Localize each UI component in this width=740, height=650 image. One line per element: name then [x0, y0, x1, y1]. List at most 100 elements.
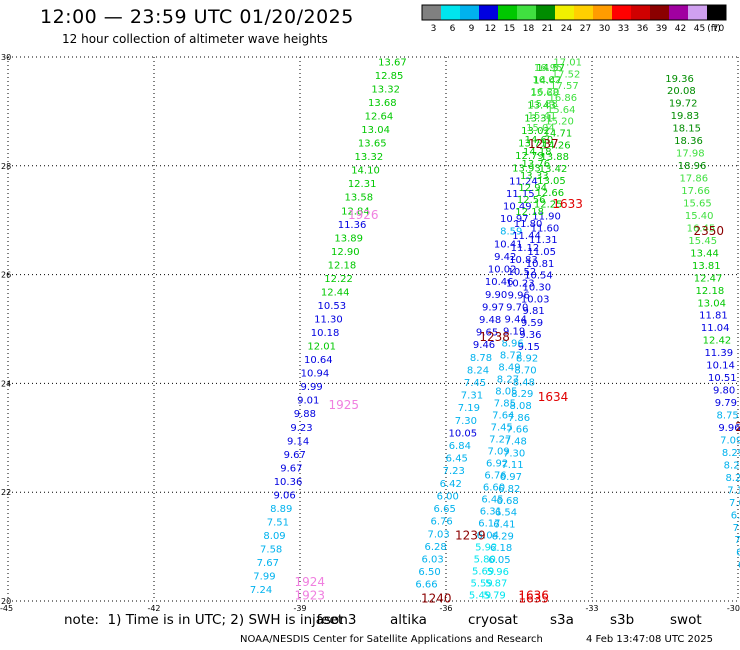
wave-height-value: 17.66	[681, 186, 710, 197]
wave-height-value: 13.88	[540, 152, 569, 163]
wave-height-value: 6.74	[731, 510, 740, 521]
pass-time-label: 1925	[329, 398, 360, 412]
sat-label-altika: altika	[390, 612, 427, 628]
wave-height-value: 12.18	[328, 260, 357, 271]
wave-height-value: 6.97	[500, 472, 522, 483]
wave-height-value: 15.20	[545, 117, 574, 128]
wave-height-value: 9.59	[521, 318, 543, 329]
wave-height-value: 20.08	[667, 86, 696, 97]
wave-height-value: 9.01	[297, 396, 319, 407]
wave-height-value: 14.10	[351, 166, 380, 177]
wave-height-value: 9.70	[506, 303, 528, 314]
wave-height-value: 17.57	[550, 81, 579, 92]
wave-height-value: 14.57	[536, 63, 565, 74]
wave-height-value: 11.15	[506, 189, 535, 200]
pass-time-label: 23	[735, 420, 740, 434]
wave-height-value: 6.08	[738, 560, 740, 571]
wave-height-value: 7.19	[458, 403, 480, 414]
wave-height-value: 19.72	[669, 99, 698, 110]
legend-swatch	[498, 5, 517, 20]
wave-height-value: 8.70	[514, 365, 536, 376]
wave-height-value: 10.41	[494, 239, 523, 250]
wave-height-value: 6.31	[480, 507, 502, 518]
wave-height-value: 10.81	[526, 259, 555, 270]
wave-height-value: 9.06	[274, 490, 296, 501]
wave-height-value: 12.66	[536, 188, 565, 199]
legend-swatch	[441, 5, 460, 20]
wave-height-value: 10.54	[524, 271, 553, 282]
wave-height-value: 12.79	[515, 151, 544, 162]
wave-height-value: 10.23	[506, 279, 535, 290]
wave-height-value: 6.50	[418, 567, 440, 578]
wave-height-value: 5.92	[475, 543, 497, 554]
legend-swatch	[536, 5, 555, 20]
wave-height-value: 12.01	[307, 342, 336, 353]
wave-height-value: 13.93	[512, 164, 541, 175]
pass-time-label: 1636	[518, 589, 549, 603]
legend-bin-label: 3	[431, 24, 437, 34]
wave-height-value: 6.45	[481, 495, 503, 506]
wave-height-value: 6.00	[437, 491, 459, 502]
wave-height-value: 18.36	[674, 136, 703, 147]
wave-height-value: 9.81	[522, 306, 544, 317]
wave-height-value: 8.75	[717, 411, 739, 422]
generated-timestamp: 4 Feb 13:47:08 UTC 2025	[586, 634, 713, 645]
wave-height-value: 9.67	[284, 450, 306, 461]
wave-height-value: 6.45	[446, 454, 468, 465]
wave-height-value: 13.68	[368, 98, 397, 109]
wave-height-value: 9.15	[518, 342, 540, 353]
wave-height-value: 9.96	[508, 291, 530, 302]
wave-height-value: 9.65	[476, 328, 498, 339]
wave-height-value: 11.30	[314, 315, 343, 326]
wave-height-value: 13.04	[697, 298, 726, 309]
sat-label-s3b: s3b	[610, 612, 635, 628]
wave-height-value: 10.30	[523, 283, 552, 294]
pass-time-label: 1633	[552, 197, 583, 211]
wave-height-value: 6.66	[415, 580, 437, 591]
legend-bin-label: 33	[618, 24, 629, 34]
legend-swatch	[669, 5, 688, 20]
wave-height-value: 9.14	[287, 436, 309, 447]
wave-height-value: 7.99	[253, 572, 275, 583]
wave-height-value: 6.18	[490, 543, 512, 554]
legend-swatch	[593, 5, 612, 20]
wave-height-value: 10.49	[503, 202, 532, 213]
wave-height-value: 10.94	[301, 369, 330, 380]
wave-height-value: 9.67	[280, 463, 302, 474]
wave-height-value: 12.90	[331, 247, 360, 258]
wave-height-value: 12.25	[534, 200, 563, 211]
wave-height-value: 8.09	[263, 531, 285, 542]
wave-height-value: 13.33	[520, 171, 549, 182]
wave-height-value: 16.45	[687, 223, 716, 234]
wave-height-value: 6.29	[492, 531, 514, 542]
credit-line: NOAA/NESDIS Center for Satellite Applica…	[240, 634, 543, 645]
legend-bin-label: 9	[469, 24, 475, 34]
wave-height-value: 6.93	[736, 548, 740, 559]
wave-height-value: 7.09	[488, 447, 510, 458]
wave-height-value: 11.90	[532, 211, 561, 222]
wave-height-value: 10.46	[485, 277, 514, 288]
wave-height-value: 8.59	[500, 227, 522, 238]
y-tick-label: 28	[1, 162, 11, 171]
wave-height-value: 8.48	[513, 377, 535, 388]
wave-height-value: 12.64	[365, 112, 394, 123]
wave-height-value: 17.98	[676, 149, 705, 160]
wave-height-value: 11.80	[514, 219, 543, 230]
legend-bin-label: 24	[561, 24, 573, 34]
legend-frame	[421, 4, 727, 21]
wave-height-value: 7.27	[733, 523, 740, 534]
wave-height-value: 8.29	[725, 473, 740, 484]
wave-height-value: 10.52	[508, 267, 537, 278]
y-tick-label: 30	[1, 53, 11, 62]
sat-label-cryosat: cryosat	[468, 612, 518, 628]
chart-subtitle: 12 hour collection of altimeter wave hei…	[62, 32, 328, 46]
wave-height-value: 16.95	[534, 63, 563, 74]
wave-height-value: 19.36	[665, 74, 694, 85]
wave-height-value: 13.05	[537, 176, 566, 187]
wave-height-value: 15.68	[530, 88, 559, 99]
wave-height-value: 9.36	[519, 330, 541, 341]
wave-height-value: 9.48	[479, 315, 501, 326]
wave-height-value: 6.41	[493, 519, 515, 530]
wave-height-value: 8.05	[495, 387, 517, 398]
wave-height-value: 7.58	[260, 545, 282, 556]
